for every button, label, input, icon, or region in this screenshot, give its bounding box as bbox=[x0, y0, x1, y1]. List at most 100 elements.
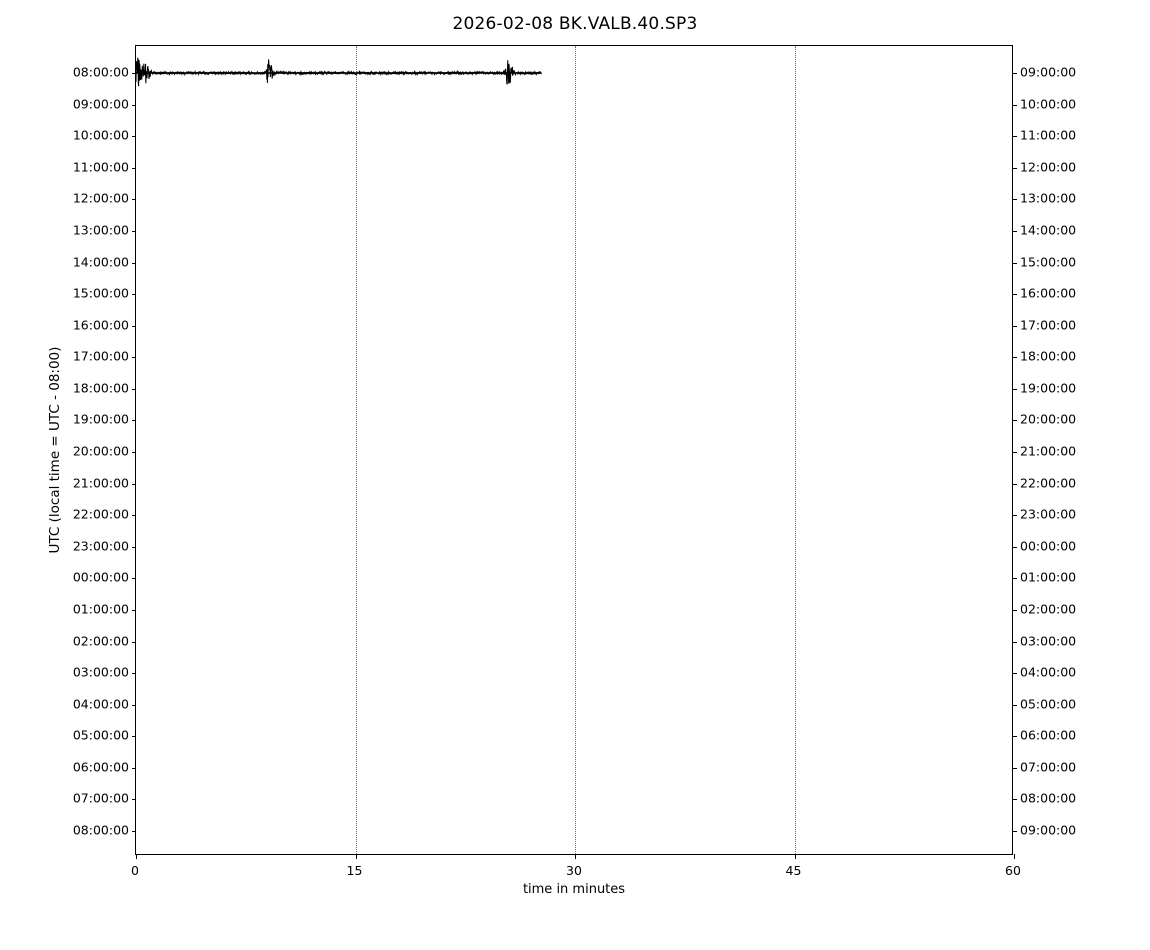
plot-area bbox=[136, 46, 1012, 854]
y-axis-right-tick-mark bbox=[1012, 388, 1017, 390]
y-axis-right-tick-mark bbox=[1012, 325, 1017, 327]
y-axis-right-tick-label: 12:00:00 bbox=[1020, 159, 1077, 175]
y-axis-left-tick-mark bbox=[131, 736, 136, 738]
y-axis-left-tick-label: 19:00:00 bbox=[72, 411, 129, 427]
x-axis-tick-label: 15 bbox=[346, 863, 363, 878]
y-axis-right-tick-label: 03:00:00 bbox=[1020, 633, 1077, 648]
y-axis-left-tick-mark bbox=[131, 767, 136, 769]
y-axis-left-tick-mark bbox=[131, 515, 136, 517]
plot-axes-frame bbox=[131, 45, 1017, 859]
y-axis-left-tick-label: 05:00:00 bbox=[72, 727, 129, 743]
y-axis-right-tick-label: 11:00:00 bbox=[1020, 127, 1077, 143]
y-axis-left-tick-mark bbox=[131, 673, 136, 675]
y-axis-right-tick-label: 19:00:00 bbox=[1020, 380, 1077, 396]
y-axis-right-tick-mark bbox=[1012, 294, 1017, 296]
y-axis-right-tick-label: 17:00:00 bbox=[1020, 317, 1077, 333]
y-axis-left-tick-label: 14:00:00 bbox=[72, 254, 129, 269]
y-axis-right-tick-mark bbox=[1012, 452, 1017, 453]
y-axis-left-tick-mark bbox=[131, 704, 136, 706]
y-axis-right-tick-mark bbox=[1012, 673, 1017, 675]
y-axis-right-tick-label: 01:00:00 bbox=[1020, 569, 1077, 585]
y-axis-right-tick-label: 18:00:00 bbox=[1020, 348, 1077, 364]
y-axis-right-tick-label: 05:00:00 bbox=[1020, 696, 1077, 712]
y-axis-left-tick-label: 18:00:00 bbox=[72, 380, 129, 396]
y-axis-left-tick-label: 20:00:00 bbox=[72, 443, 129, 459]
y-axis-left-tick-mark bbox=[131, 230, 136, 232]
y-axis-left-tick-label: 13:00:00 bbox=[72, 222, 129, 238]
x-axis-tick-mark bbox=[136, 854, 137, 859]
y-axis-left-tick-mark bbox=[131, 831, 136, 832]
y-axis-right-tick-label: 23:00:00 bbox=[1020, 506, 1077, 522]
y-axis-right-tick-label: 06:00:00 bbox=[1020, 727, 1077, 743]
y-axis-right-tick-mark bbox=[1012, 230, 1017, 232]
y-axis-left-tick-mark bbox=[131, 483, 136, 485]
y-axis-right-tick-label: 10:00:00 bbox=[1020, 96, 1077, 112]
y-axis-left-tick-label: 00:00:00 bbox=[72, 569, 129, 585]
y-axis-right-tick-mark bbox=[1012, 736, 1017, 738]
y-axis-left-tick-label: 03:00:00 bbox=[72, 664, 129, 680]
x-axis-tick-mark bbox=[794, 854, 796, 859]
y-axis-left-tick-label: 01:00:00 bbox=[72, 601, 129, 617]
y-axis-right-tick-label: 09:00:00 bbox=[1020, 822, 1077, 838]
y-axis-right-tick-label: 09:00:00 bbox=[1020, 64, 1077, 80]
seismic-trace bbox=[136, 57, 542, 87]
x-axis-tick-mark bbox=[355, 854, 357, 859]
y-axis-left-tick-mark bbox=[131, 641, 136, 643]
y-axis-left-tick-mark bbox=[131, 799, 136, 801]
y-axis-left-tick-mark bbox=[131, 420, 136, 422]
y-axis-right-tick-mark bbox=[1012, 483, 1017, 485]
y-axis-right-tick-label: 20:00:00 bbox=[1020, 411, 1077, 427]
y-axis-left-tick-mark bbox=[131, 136, 136, 138]
y-axis-left-tick-label: 17:00:00 bbox=[72, 348, 129, 364]
x-axis-tick-mark bbox=[1014, 854, 1015, 859]
y-axis-left-tick-label: 11:00:00 bbox=[72, 159, 129, 175]
page-title: 2026-02-08 BK.VALB.40.SP3 bbox=[452, 14, 698, 34]
y-axis-left-tick-label: 10:00:00 bbox=[72, 127, 129, 143]
y-axis-left-tick-mark bbox=[131, 357, 136, 359]
y-axis-right-tick-mark bbox=[1012, 262, 1017, 264]
y-axis-right-tick-mark bbox=[1012, 199, 1017, 201]
y-axis-left-tick-label: 23:00:00 bbox=[72, 538, 129, 554]
y-axis-title: UTC (local time = UTC - 08:00) bbox=[47, 346, 63, 554]
x-axis-title: time in minutes bbox=[522, 882, 626, 897]
y-axis-left-tick-label: 09:00:00 bbox=[72, 96, 129, 112]
y-axis-right-tick-label: 13:00:00 bbox=[1020, 190, 1077, 206]
y-axis-left-tick-mark bbox=[131, 104, 136, 106]
y-axis-left-tick-label: 04:00:00 bbox=[72, 696, 129, 712]
y-axis-left-tick-mark bbox=[131, 294, 136, 296]
y-axis-right-tick-mark bbox=[1012, 831, 1017, 832]
trace-line-row-0 bbox=[136, 57, 542, 87]
y-axis-right-tick-mark bbox=[1012, 515, 1017, 517]
x-axis-tick-label: 45 bbox=[785, 863, 802, 878]
y-axis-right-tick-mark bbox=[1012, 799, 1017, 801]
y-axis-right-tick-mark bbox=[1012, 357, 1017, 359]
y-axis-right-tick-label: 04:00:00 bbox=[1020, 664, 1077, 680]
y-axis-left-tick-label: 08:00:00 bbox=[72, 822, 129, 838]
y-axis-left-tick-label: 21:00:00 bbox=[72, 475, 129, 491]
y-axis-right-tick-mark bbox=[1012, 420, 1017, 422]
y-axis-left-tick-mark bbox=[131, 452, 136, 453]
y-axis-right-tick-label: 08:00:00 bbox=[1020, 790, 1077, 806]
y-axis-left-tick-label: 22:00:00 bbox=[72, 506, 129, 522]
y-axis-right-tick-mark bbox=[1012, 104, 1017, 106]
y-axis-right-tick-label: 07:00:00 bbox=[1020, 759, 1077, 775]
y-axis-right-tick-mark bbox=[1012, 136, 1017, 138]
x-axis-tick-label: 0 bbox=[131, 863, 139, 878]
y-axis-left-tick-label: 02:00:00 bbox=[72, 633, 129, 648]
y-axis-right-tick-mark bbox=[1012, 767, 1017, 769]
x-axis-tick-label: 60 bbox=[1005, 863, 1021, 878]
y-axis-right-tick-label: 02:00:00 bbox=[1020, 601, 1077, 617]
y-axis-right-tick-mark bbox=[1012, 167, 1017, 169]
y-axis-right-tick-mark bbox=[1012, 609, 1017, 611]
x-axis-tick-label: 30 bbox=[566, 863, 582, 878]
y-axis-right-tick-mark bbox=[1012, 546, 1017, 548]
y-axis-left-tick-label: 12:00:00 bbox=[72, 190, 129, 206]
y-axis-left-tick-mark bbox=[131, 167, 136, 169]
y-axis-left-tick-mark bbox=[131, 199, 136, 201]
x-axis-tick-mark bbox=[575, 854, 576, 859]
y-axis-right-tick-label: 00:00:00 bbox=[1020, 538, 1077, 554]
y-axis-right-tick-mark bbox=[1012, 578, 1017, 580]
y-axis-right-tick-mark bbox=[1012, 704, 1017, 706]
y-axis-right-tick-label: 15:00:00 bbox=[1020, 254, 1077, 269]
